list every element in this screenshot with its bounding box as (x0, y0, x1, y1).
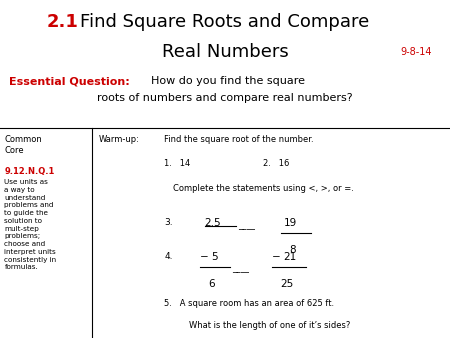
Text: 5.   A square room has an area of 625 ft.: 5. A square room has an area of 625 ft. (164, 299, 334, 308)
Text: 19: 19 (284, 218, 297, 228)
Text: Warm-up:: Warm-up: (99, 135, 140, 144)
Text: 3.: 3. (164, 218, 173, 227)
Text: 9-8-14: 9-8-14 (400, 47, 432, 57)
Text: Find the square root of the number.: Find the square root of the number. (164, 135, 314, 144)
Text: 9.12.N.Q.1: 9.12.N.Q.1 (4, 167, 55, 176)
Text: Common
Core: Common Core (4, 135, 42, 154)
Text: −: − (200, 252, 209, 262)
Text: Use units as
a way to
understand
problems and
to guide the
solution to
mult-step: Use units as a way to understand problem… (4, 179, 57, 270)
Text: −: − (272, 252, 281, 262)
Text: Complete the statements using <, >, or =.: Complete the statements using <, >, or =… (173, 184, 354, 193)
Text: Find Square Roots and Compare: Find Square Roots and Compare (80, 13, 369, 31)
Text: How do you find the square: How do you find the square (151, 76, 305, 86)
Text: ____: ____ (238, 221, 256, 231)
Text: 2.1: 2.1 (47, 13, 79, 31)
Text: What is the length of one of it’s sides?: What is the length of one of it’s sides? (189, 321, 351, 330)
Text: roots of numbers and compare real numbers?: roots of numbers and compare real number… (97, 93, 353, 103)
Text: 1.   14: 1. 14 (164, 159, 190, 168)
Text: Real Numbers: Real Numbers (162, 43, 288, 62)
Text: 6: 6 (208, 279, 215, 289)
Text: 2.5: 2.5 (205, 218, 221, 228)
Text: 2.   16: 2. 16 (263, 159, 290, 168)
Text: 21: 21 (284, 252, 297, 262)
Text: Essential Question:: Essential Question: (9, 76, 130, 86)
Text: ____: ____ (232, 264, 249, 273)
Text: 4.: 4. (164, 252, 173, 261)
Text: 25: 25 (280, 279, 293, 289)
Text: 5: 5 (212, 252, 218, 262)
Text: 8: 8 (289, 245, 296, 255)
